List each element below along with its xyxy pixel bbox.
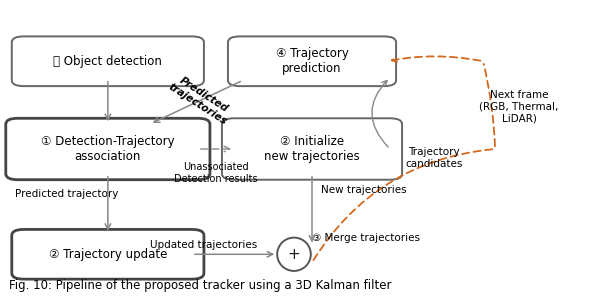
Text: ① Detection-Trajectory
association: ① Detection-Trajectory association bbox=[41, 135, 175, 163]
Text: Fig. 10: Pipeline of the proposed tracker using a 3D Kalman filter: Fig. 10: Pipeline of the proposed tracke… bbox=[8, 279, 391, 292]
Text: New trajectories: New trajectories bbox=[321, 185, 407, 195]
Text: Unassociated
Detection results: Unassociated Detection results bbox=[174, 162, 258, 184]
Text: Predicted trajectory: Predicted trajectory bbox=[15, 189, 118, 199]
FancyBboxPatch shape bbox=[222, 118, 402, 180]
Text: ④ Trajectory
prediction: ④ Trajectory prediction bbox=[276, 47, 348, 75]
Text: ② Trajectory update: ② Trajectory update bbox=[48, 248, 167, 261]
Text: Predicted
trajectories: Predicted trajectories bbox=[167, 72, 235, 127]
FancyArrowPatch shape bbox=[313, 149, 492, 260]
Text: ② Initialize
new trajectories: ② Initialize new trajectories bbox=[264, 135, 360, 163]
FancyArrowPatch shape bbox=[372, 80, 388, 147]
Text: +: + bbox=[288, 247, 301, 262]
Text: Trajectory
candidates: Trajectory candidates bbox=[405, 147, 462, 169]
FancyBboxPatch shape bbox=[12, 36, 204, 86]
Text: Next frame
(RGB, Thermal,
LiDAR): Next frame (RGB, Thermal, LiDAR) bbox=[479, 90, 559, 123]
FancyBboxPatch shape bbox=[6, 118, 210, 180]
Text: ③ Merge trajectories: ③ Merge trajectories bbox=[312, 233, 420, 243]
FancyBboxPatch shape bbox=[12, 229, 204, 279]
FancyArrowPatch shape bbox=[391, 56, 481, 62]
Text: Updated trajectories: Updated trajectories bbox=[150, 240, 258, 250]
Text: ⒪ Object detection: ⒪ Object detection bbox=[53, 55, 162, 68]
FancyArrowPatch shape bbox=[484, 64, 495, 146]
Ellipse shape bbox=[277, 238, 311, 271]
FancyBboxPatch shape bbox=[228, 36, 396, 86]
